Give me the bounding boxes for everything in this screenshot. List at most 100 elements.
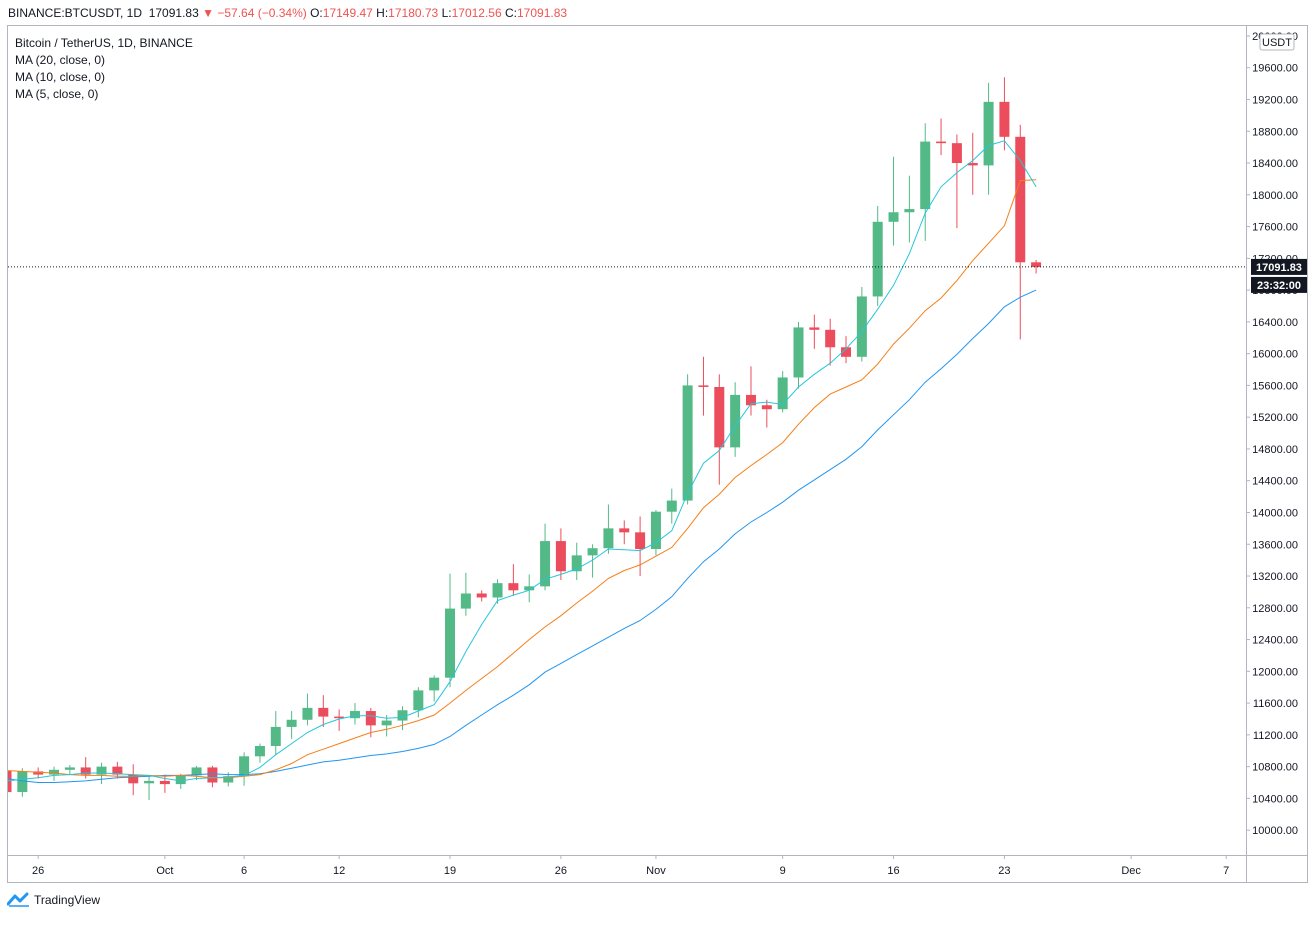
candle-body: [460, 593, 471, 609]
price-label: 17091.83: [1256, 262, 1302, 274]
low-label: L:: [441, 6, 452, 20]
candle-body: [1031, 262, 1042, 268]
chart-frame[interactable]: [7, 25, 1308, 883]
x-tick-label: Dec: [1121, 865, 1141, 877]
price-label-bg: [1251, 258, 1307, 275]
candle-body: [714, 386, 725, 448]
y-tick-label: 14800.00: [1252, 444, 1298, 456]
candle-body: [286, 719, 297, 727]
ma5-line: [8, 140, 1037, 782]
candle-body: [49, 769, 60, 775]
candle-body: [635, 532, 646, 550]
candle-body: [476, 593, 487, 598]
y-tick-label: 10800.00: [1252, 762, 1298, 774]
x-tick-label: Nov: [646, 865, 666, 877]
candle-body: [239, 756, 250, 777]
currency-button[interactable]: [1259, 33, 1295, 51]
candle-body: [983, 101, 994, 166]
legend-ma20[interactable]: MA (20, close, 0): [15, 53, 106, 67]
candle-body: [144, 780, 155, 784]
x-tick-label: 6: [241, 865, 247, 877]
y-tick-label: 15200.00: [1252, 412, 1298, 424]
y-tick-label: 10400.00: [1252, 793, 1298, 805]
candle-body: [33, 771, 44, 775]
currency-label: USDT: [1262, 37, 1292, 49]
chart-legend: Bitcoin / TetherUS, 1D, BINANCE MA (20, …: [15, 35, 193, 103]
candle-body: [17, 771, 28, 793]
candle-body: [730, 394, 741, 448]
candle-body: [872, 221, 883, 297]
price-change: −57.64 (−0.34%): [217, 6, 307, 20]
x-tick-label: 26: [32, 865, 44, 877]
candle-body: [159, 780, 170, 785]
candle-body: [80, 767, 91, 775]
y-tick-label: 10000.00: [1252, 825, 1298, 837]
legend-ma10[interactable]: MA (10, close, 0): [15, 70, 106, 84]
candle-body: [397, 710, 408, 721]
y-tick-label: 18000.00: [1252, 190, 1298, 202]
candle-body: [841, 347, 852, 357]
candle-body: [175, 775, 186, 785]
candle-body: [904, 209, 915, 213]
candle-body: [920, 141, 931, 210]
candle-body: [682, 385, 693, 501]
candle-body: [64, 767, 75, 770]
candle-body: [761, 405, 772, 410]
close-label: C:: [505, 6, 517, 20]
high-value: 17180.73: [388, 6, 439, 20]
candle-body: [666, 500, 677, 512]
candle-body: [128, 774, 139, 784]
candle-body: [571, 555, 582, 572]
candle-body: [888, 212, 899, 222]
open-value: 17149.47: [322, 6, 373, 20]
candle-body: [951, 143, 962, 164]
candle-body: [413, 690, 424, 711]
close-value: 17091.83: [517, 6, 568, 20]
candle-body: [587, 548, 598, 556]
candle-body: [334, 716, 345, 719]
candle-body: [223, 776, 234, 783]
candle-body: [381, 720, 392, 726]
y-tick-label: 17600.00: [1252, 222, 1298, 234]
candle-body: [650, 511, 661, 550]
candle-body: [777, 377, 788, 410]
candle-body: [856, 296, 867, 357]
candle-body: [603, 528, 614, 549]
y-tick-label: 16000.00: [1252, 349, 1298, 361]
candle-body: [967, 163, 978, 166]
candle-body: [492, 583, 503, 598]
y-tick-label: 13600.00: [1252, 539, 1298, 551]
ma20-line: [8, 289, 1037, 783]
x-tick-label: Oct: [156, 865, 173, 877]
candle-body: [365, 711, 376, 726]
candle-body: [745, 394, 756, 406]
tradingview-brand: TradingView: [34, 893, 101, 907]
candle-body: [555, 541, 566, 572]
footer-branding[interactable]: TradingView: [7, 890, 100, 910]
y-tick-label: 19200.00: [1252, 94, 1298, 106]
countdown-label-bg: [1251, 276, 1307, 293]
candle-body: [619, 528, 630, 533]
symbol-name: BINANCE:BTCUSDT, 1D: [8, 6, 143, 20]
legend-title: Bitcoin / TetherUS, 1D, BINANCE: [15, 36, 193, 50]
y-tick-label: 13200.00: [1252, 571, 1298, 583]
legend-ma5[interactable]: MA (5, close, 0): [15, 87, 99, 101]
open-label: O:: [310, 6, 323, 20]
x-tick-label: 7: [1223, 865, 1229, 877]
last-price: 17091.83: [148, 6, 199, 20]
candle-body: [524, 586, 535, 591]
candle-body: [445, 608, 456, 678]
candle-body: [318, 707, 329, 717]
candle-body: [270, 726, 281, 746]
y-tick-label: 12800.00: [1252, 603, 1298, 615]
candle-body: [793, 327, 804, 378]
y-tick-label: 12000.00: [1252, 666, 1298, 678]
y-tick-label: 15600.00: [1252, 380, 1298, 392]
plot-area: [8, 77, 1246, 800]
candle-body: [112, 766, 123, 775]
x-tick-label: 23: [998, 865, 1010, 877]
candle-body: [508, 583, 519, 591]
candle-body: [809, 327, 820, 330]
candle-body: [8, 770, 12, 793]
